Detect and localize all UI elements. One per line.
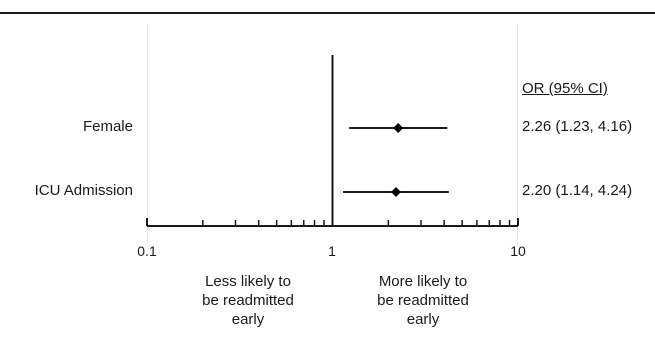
x-tick-label-0.1: 0.1 [137,243,157,259]
top-rule [0,12,655,14]
ci-text-icu-admission: 2.20 (1.14, 4.24) [522,182,633,199]
point-estimate-marker [391,187,402,197]
panel-left-border [147,25,148,245]
direction-label-less-likely: Less likely to be readmitted early [202,273,294,328]
x-tick-label-1: 1 [328,243,336,259]
ci-text-female: 2.26 (1.23, 4.16) [522,118,633,135]
direction-label-more-likely: More likely to be readmitted early [377,273,469,328]
row-label-female: Female [82,118,133,135]
x-tick-label-10: 10 [510,243,526,259]
panel-right-border [517,25,518,245]
row-label-icu-admission: ICU Admission [34,182,133,199]
ci-header: OR (95% CI) [522,80,608,97]
point-estimate-marker [393,123,404,133]
